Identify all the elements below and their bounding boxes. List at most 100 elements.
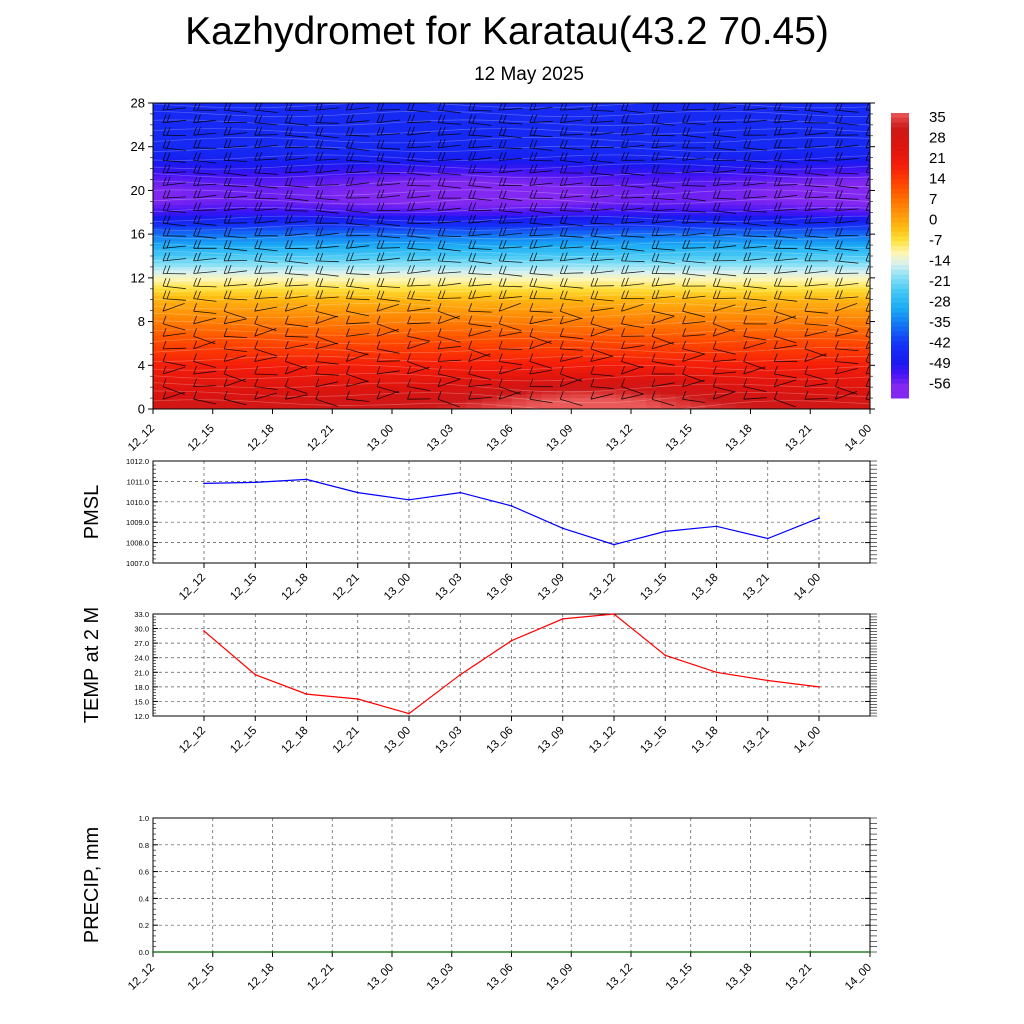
- wind-barb-shaft: [590, 386, 614, 389]
- temperature-cell: [840, 139, 856, 144]
- temperature-cell: [496, 139, 513, 144]
- temperature-cell: [616, 285, 632, 290]
- temperature-cell: [406, 197, 423, 202]
- wind-barb-flag: [590, 353, 595, 362]
- temperature-cell: [496, 368, 513, 374]
- temperature-cell: [541, 299, 557, 304]
- temperature-cell: [362, 358, 378, 363]
- temperature-cell: [556, 175, 572, 181]
- temperature-cell: [690, 347, 707, 352]
- temperature-cell: [616, 161, 632, 166]
- temperature-cell: [451, 201, 468, 206]
- wind-barb-flag: [437, 265, 442, 274]
- wind-barb-flag: [197, 215, 201, 224]
- wind-barb-flag: [288, 227, 293, 236]
- temperature-cell: [153, 245, 169, 250]
- temperature-cell: [272, 277, 289, 283]
- temperature-cell: [631, 212, 647, 217]
- temperature-cell: [780, 201, 796, 206]
- temperature-cell: [496, 237, 513, 243]
- temperature-cell: [287, 172, 303, 177]
- wind-barb-flag: [315, 277, 320, 287]
- temperature-cell: [153, 208, 169, 213]
- temperature-cell: [765, 379, 781, 385]
- wind-barb-shaft: [162, 361, 186, 367]
- temperature-cell: [332, 161, 348, 166]
- temperature-cell: [720, 368, 737, 374]
- temperature-cell: [182, 259, 199, 264]
- temperature-cell: [377, 143, 393, 148]
- temperature-cell: [541, 310, 557, 315]
- temperature-cell: [406, 226, 423, 232]
- wind-barb-flag: [197, 189, 201, 198]
- temperature-cell: [451, 372, 468, 377]
- wind-barb-flag: [197, 114, 201, 123]
- temperature-cell: [436, 186, 453, 192]
- temperature-cell: [645, 106, 662, 111]
- temperature-cell: [601, 172, 617, 177]
- temperature-cell: [421, 205, 438, 210]
- temperature-cell: [317, 252, 333, 257]
- wind-barb-flag: [227, 177, 232, 186]
- wind-barb-flag: [563, 164, 568, 174]
- temperature-cell: [317, 401, 333, 406]
- wind-barb-flag: [468, 290, 473, 299]
- temperature-cell: [586, 157, 602, 162]
- temperature-cell: [287, 372, 303, 377]
- wind-barb-shaft: [438, 109, 461, 114]
- temperature-cell: [287, 154, 303, 159]
- temperature-cell: [631, 270, 647, 275]
- wind-barb-shaft: [468, 197, 492, 201]
- temperature-cell: [660, 368, 677, 374]
- temperature-cell: [287, 128, 303, 133]
- temperature-cell: [690, 124, 707, 130]
- temperature-cell: [272, 197, 289, 202]
- temperature-cell: [795, 285, 811, 290]
- temperature-cell: [511, 132, 528, 137]
- wind-barb-shaft: [193, 298, 217, 302]
- temperature-cell: [167, 277, 184, 283]
- temperature-cell: [795, 234, 811, 239]
- temperature-cell: [272, 292, 289, 297]
- temperature-cell: [810, 281, 826, 286]
- temperature-cell: [242, 339, 259, 345]
- temperature-cell: [511, 354, 528, 359]
- temperature-cell: [690, 241, 707, 246]
- temperature-cell: [257, 317, 274, 323]
- temperature-cell: [616, 310, 632, 315]
- temperature-cell: [496, 383, 513, 388]
- temperature-cell: [362, 212, 378, 217]
- wind-barb-flag: [166, 215, 171, 224]
- temperature-cell: [421, 248, 438, 253]
- temperature-cell: [197, 124, 214, 130]
- temperature-cell: [287, 103, 303, 108]
- temperature-cell: [810, 179, 826, 184]
- temperature-cell: [511, 197, 528, 202]
- temperature-cell: [765, 172, 781, 177]
- temperature-cell: [153, 256, 169, 261]
- wind-barb-flag: [411, 215, 415, 224]
- wind-barb-shaft: [346, 147, 370, 151]
- wind-barb-flag: [258, 177, 263, 187]
- temperature-cell: [227, 106, 244, 111]
- temperature-cell: [750, 103, 767, 108]
- temperature-cell: [690, 317, 707, 323]
- temperature-cell: [406, 186, 423, 192]
- temperature-cell: [720, 332, 737, 337]
- temperature-cell: [660, 197, 677, 202]
- temperature-cell: [750, 248, 767, 253]
- temperature-cell: [257, 164, 274, 170]
- temperature-cell: [332, 277, 348, 283]
- wind-barb-shaft: [162, 182, 186, 186]
- temperature-cell: [182, 110, 199, 115]
- temperature-cell: [436, 172, 453, 177]
- temperature-cell: [571, 365, 587, 370]
- wind-barb-shaft: [376, 257, 400, 262]
- temperature-cell: [406, 190, 423, 195]
- temperature-cell: [242, 128, 259, 133]
- temperature-cell: [690, 194, 707, 199]
- temperature-cell: [825, 325, 841, 330]
- wind-barb-flag: [376, 114, 381, 123]
- temperature-cell: [855, 405, 870, 409]
- temperature-cell: [675, 270, 692, 275]
